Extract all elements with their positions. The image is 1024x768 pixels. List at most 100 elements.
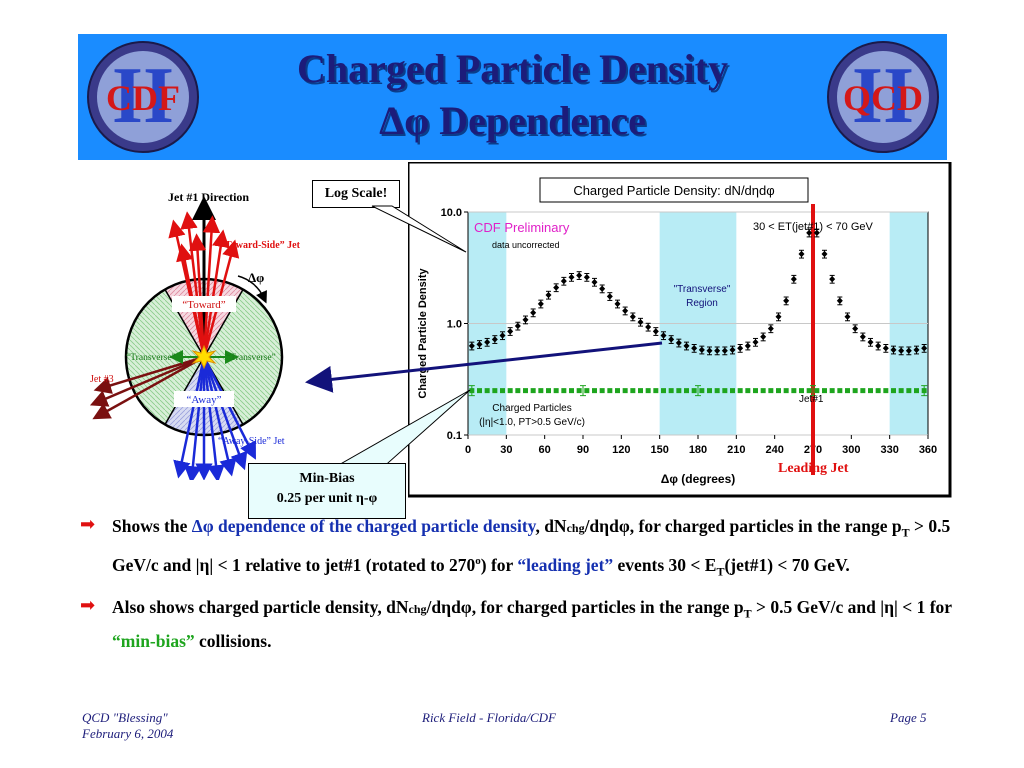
- uncorrected-label: data uncorrected: [492, 240, 560, 250]
- data-point: [760, 333, 767, 340]
- footer-left: QCD "Blessing" February 6, 2004: [82, 710, 174, 741]
- data-point: [599, 285, 606, 292]
- jet1-marker-label: Jet#1: [799, 394, 824, 405]
- min-bias-point: [553, 388, 559, 394]
- data-point: [614, 300, 621, 308]
- title-banner: Charged Particle Density Δφ Dependence: [78, 34, 947, 160]
- min-bias-point: [546, 388, 551, 394]
- min-bias-point: [845, 388, 850, 394]
- min-bias-point: [814, 388, 820, 394]
- data-point: [821, 250, 828, 258]
- min-bias-point: [561, 388, 567, 394]
- slide-title-line1: Charged Particle Density: [296, 46, 728, 91]
- data-point: [698, 346, 705, 354]
- min-bias-point: [653, 388, 659, 394]
- qcd-logo: II QCD: [827, 41, 939, 153]
- x-tick-label: 360: [919, 444, 937, 456]
- cuts-label-2: (|η|<1.0, PT>0.5 GeV/c): [479, 417, 585, 428]
- x-tick-label: 210: [727, 444, 745, 456]
- min-bias-point: [530, 388, 536, 394]
- min-bias-point: [638, 388, 643, 394]
- data-point: [844, 313, 851, 320]
- min-bias-point: [737, 388, 743, 394]
- y-tick-label: 10.0: [441, 207, 462, 219]
- min-bias-line2: 0.25 per unit η-φ: [276, 491, 378, 506]
- data-point: [514, 322, 521, 330]
- min-bias-point: [776, 388, 781, 394]
- min-bias-point: [523, 388, 528, 394]
- data-point: [783, 297, 790, 304]
- min-bias-point: [860, 388, 866, 394]
- data-point: [668, 336, 675, 343]
- min-bias-point: [492, 388, 498, 394]
- min-bias-point: [722, 388, 728, 394]
- min-bias-point: [661, 388, 666, 394]
- footer-center: Rick Field - Florida/CDF: [422, 710, 556, 725]
- x-tick-label: 330: [880, 444, 898, 456]
- log-scale-callout: Log Scale!: [312, 180, 400, 208]
- dphi-label: Δφ: [248, 270, 264, 285]
- data-point: [568, 274, 575, 281]
- min-bias-point: [914, 388, 919, 394]
- data-point: [721, 347, 728, 354]
- footer-page: Page 5: [890, 710, 927, 725]
- toward-side-jet-label: “Toward-Side” Jet: [220, 240, 301, 251]
- min-bias-point: [576, 388, 582, 394]
- data-point: [882, 345, 889, 352]
- data-point: [545, 291, 552, 299]
- min-bias-point: [500, 388, 505, 394]
- data-point: [622, 307, 629, 314]
- min-bias-point: [538, 388, 544, 394]
- transverse-left-label: “Transverse”: [126, 353, 176, 363]
- data-point: [836, 297, 843, 304]
- data-point: [867, 338, 874, 346]
- min-bias-point: [645, 388, 651, 394]
- data-point: [714, 347, 721, 354]
- data-point: [905, 347, 912, 354]
- min-bias-point: [822, 388, 827, 394]
- svg-text:QCD: QCD: [843, 78, 923, 118]
- min-bias-point: [799, 388, 804, 394]
- svg-text:II: II: [852, 52, 914, 140]
- min-bias-point: [829, 388, 835, 394]
- data-point: [921, 345, 928, 352]
- data-point: [813, 229, 820, 237]
- x-tick-label: 90: [577, 444, 589, 456]
- transverse-region-label-2: Region: [686, 298, 718, 309]
- data-point: [744, 342, 751, 350]
- min-bias-point: [906, 388, 912, 394]
- plot-area: 0.11.010.0030609012015018021024027030033…: [417, 177, 937, 486]
- data-point: [806, 229, 813, 237]
- away-side-jet-label: “Away-Side” Jet: [218, 436, 285, 447]
- min-bias-point: [515, 388, 521, 394]
- min-bias-point: [753, 388, 758, 394]
- min-bias-point: [676, 388, 682, 394]
- chart-title-box: [539, 177, 809, 203]
- data-point: [637, 318, 644, 326]
- data-point: [775, 313, 782, 320]
- data-point: [706, 347, 713, 354]
- min-bias-point: [806, 388, 812, 394]
- cdf-logo: II CDF: [87, 41, 199, 153]
- min-bias-point: [684, 388, 689, 394]
- bullet-list: ➡ Shows the Δφ dependence of the charged…: [80, 512, 980, 655]
- chart-title: Charged Particle Density: dN/dηdφ: [573, 183, 774, 198]
- jet1-direction-label: Jet #1 Direction: [168, 190, 249, 204]
- data-point: [560, 277, 567, 285]
- data-point: [591, 278, 598, 286]
- data-point: [530, 309, 537, 316]
- x-tick-label: 120: [612, 444, 630, 456]
- min-bias-point: [791, 388, 797, 394]
- min-bias-point: [883, 388, 889, 394]
- min-bias-point: [768, 388, 774, 394]
- density-chart: 0.11.010.0030609012015018021024027030033…: [408, 162, 952, 498]
- y-axis-label: Charged Particle Density: [417, 268, 429, 399]
- svg-text:CDF: CDF: [106, 78, 180, 118]
- data-point: [576, 272, 583, 279]
- min-bias-point: [484, 388, 490, 394]
- et-range-label: 30 < ET(jet#1) < 70 GeV: [753, 221, 874, 233]
- y-tick-label: 0.1: [447, 430, 462, 442]
- bullet-1: ➡ Shows the Δφ dependence of the charged…: [80, 514, 951, 578]
- data-point: [583, 274, 590, 281]
- min-bias-point: [707, 388, 712, 394]
